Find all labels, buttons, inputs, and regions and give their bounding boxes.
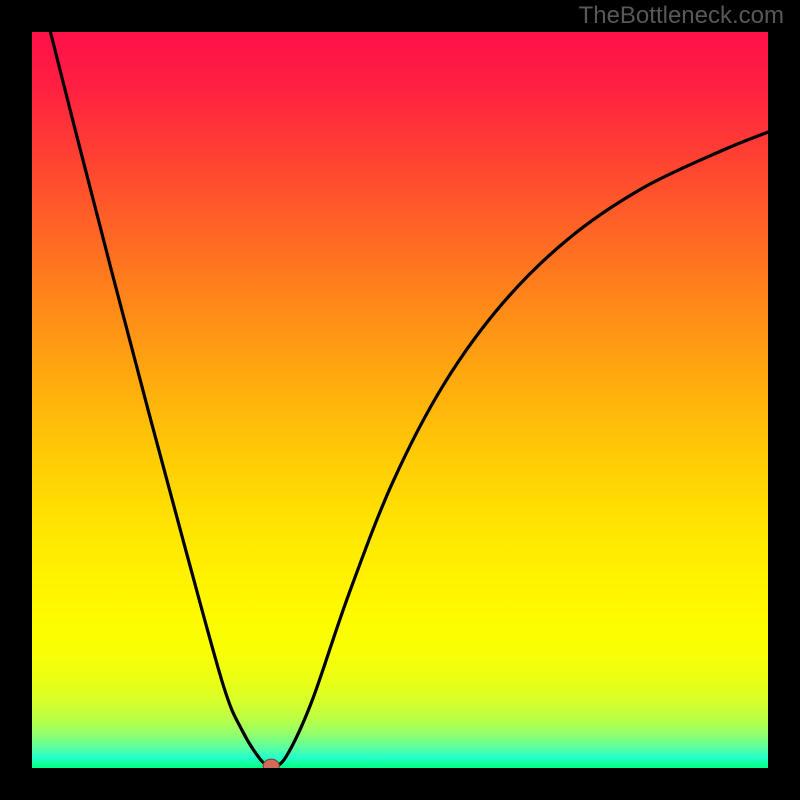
chart-frame: TheBottleneck.com bbox=[0, 0, 800, 800]
watermark-text: TheBottleneck.com bbox=[579, 2, 784, 30]
plot-area bbox=[32, 32, 768, 768]
bottleneck-curve bbox=[271, 132, 768, 768]
optimum-marker bbox=[263, 759, 279, 768]
bottleneck-curve bbox=[39, 32, 271, 768]
plot-svg bbox=[32, 32, 768, 768]
